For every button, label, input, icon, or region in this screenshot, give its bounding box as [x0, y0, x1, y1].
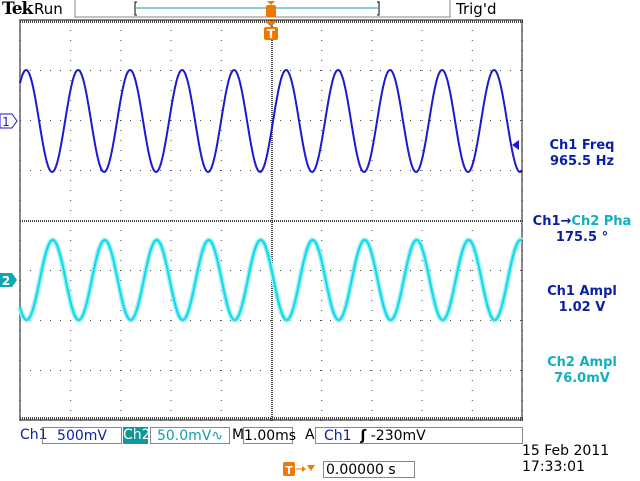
ch2-waveform	[19, 238, 523, 322]
datetime: 15 Feb 2011 17:33:01	[522, 443, 610, 475]
svg-text:T: T	[267, 27, 276, 41]
trigger-position-value[interactable]: 0.00000 s	[323, 461, 415, 478]
measurement-ch2-ampl: Ch2 Ampl 76.0mV	[547, 355, 617, 386]
svg-text:2: 2	[2, 274, 10, 288]
measurement-phase: Ch1→Ch2 Pha 175.5 °	[532, 214, 632, 245]
trigger-position-icon: T	[283, 461, 325, 481]
acquisition-status: Run	[34, 0, 63, 18]
trigger-status: Trig'd	[456, 0, 497, 18]
svg-text:T: T	[285, 464, 293, 477]
trigger-settings[interactable]: Ch1 ʃ -230mV	[315, 427, 523, 444]
ch1-scale[interactable]: 500mV	[42, 427, 122, 444]
timebase-prefix: M	[232, 427, 245, 443]
ch2-scale[interactable]: 50.0mV∿	[150, 427, 230, 444]
bandwidth-limit-icon: ∿	[211, 428, 224, 444]
trigger-mode: A	[305, 427, 315, 443]
arrow-icon: →	[560, 214, 572, 229]
trigger-position-marker: T	[264, 1, 278, 41]
record-view-bar	[74, 0, 451, 18]
svg-text:1: 1	[2, 115, 10, 129]
rising-edge-icon: ʃ	[360, 428, 367, 444]
ch2-marker: 2	[0, 273, 17, 288]
ch2-label[interactable]: Ch2	[123, 427, 151, 444]
graticule	[19, 19, 523, 421]
ch1-waveform	[19, 68, 523, 174]
measurement-ch1-ampl: Ch1 Ampl 1.02 V	[547, 284, 617, 315]
ch1-marker: 1	[0, 113, 18, 129]
trigger-level-icon	[512, 140, 519, 150]
brand-logo: Tek	[2, 0, 33, 19]
timebase-scale[interactable]: 1.00ms	[243, 427, 297, 444]
ch1-label[interactable]: Ch1	[20, 427, 48, 443]
measurement-ch1-freq: Ch1 Freq 965.5 Hz	[549, 138, 615, 169]
